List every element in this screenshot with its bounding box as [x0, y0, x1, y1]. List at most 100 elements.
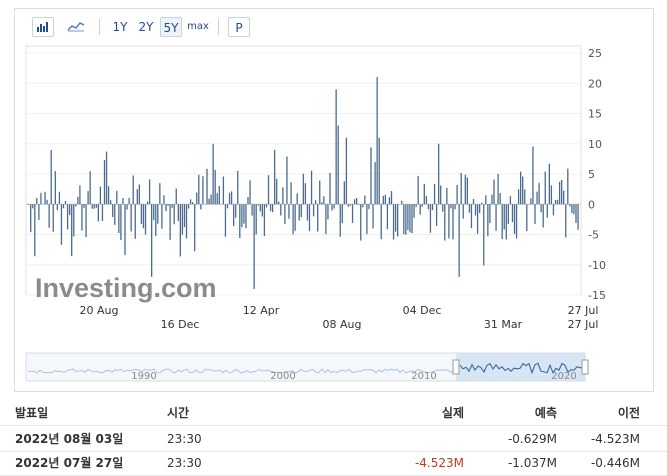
navigator-right-handle[interactable]: [582, 360, 588, 374]
table-row: 2022년 07월 27일 23:30 -4.523M -1.037M -0.4…: [0, 452, 667, 476]
bar: [500, 193, 501, 204]
bar: [258, 204, 259, 205]
bar: [245, 204, 246, 228]
bar: [143, 204, 144, 228]
bar: [157, 204, 158, 224]
bar: [282, 187, 283, 204]
bar: [51, 150, 52, 204]
row-previous: -0.446M: [591, 452, 640, 475]
bar: [92, 204, 93, 208]
bar: [192, 202, 193, 204]
bar: [446, 188, 447, 204]
bar: [53, 204, 54, 232]
x-tick-label: 16 Dec: [161, 318, 200, 331]
watermark: Investing.com: [35, 273, 217, 303]
header-forecast: 예측: [535, 402, 557, 425]
bar: [126, 204, 127, 209]
bar: [116, 191, 117, 205]
bar: [190, 199, 191, 204]
bar: [268, 175, 269, 204]
bar: [514, 204, 515, 234]
header-time: 시간: [167, 402, 189, 425]
bar: [44, 192, 45, 204]
bar: [104, 160, 105, 204]
bar: [176, 189, 177, 205]
bar: [55, 171, 56, 204]
y-tick-label: 15: [588, 108, 602, 121]
bar: [85, 204, 86, 237]
bar: [311, 171, 312, 205]
bar: [38, 204, 39, 220]
table-row: 2022년 08월 03일 23:30 -0.629M -4.523M: [0, 428, 667, 452]
bar: [178, 204, 179, 221]
bar: [555, 200, 556, 204]
bar: [251, 204, 252, 215]
bar: [200, 204, 201, 209]
bar: [504, 204, 505, 229]
bar: [186, 204, 187, 238]
bar: [303, 174, 304, 205]
bar: [471, 204, 472, 228]
bar: [524, 189, 525, 204]
navigator-left-handle[interactable]: [453, 360, 459, 374]
bar: [522, 176, 523, 204]
bar: [436, 204, 437, 226]
bar: [79, 185, 80, 204]
bar: [256, 204, 257, 234]
bar: [40, 193, 41, 204]
bar: [512, 204, 513, 222]
bar: [110, 200, 111, 204]
bar: [463, 204, 464, 218]
bar: [354, 199, 355, 204]
bar: [356, 198, 357, 204]
bar: [350, 204, 351, 205]
row-actual: -4.523M: [415, 452, 464, 475]
bar: [96, 204, 97, 208]
bar: [473, 199, 474, 204]
y-tick-label: 0: [588, 198, 595, 211]
y-tick-label: -5: [588, 229, 599, 242]
bar: [75, 204, 76, 206]
bar: [319, 181, 320, 205]
bar: [506, 204, 507, 239]
bar: [163, 195, 164, 204]
row-forecast: -1.037M: [508, 452, 557, 475]
bar: [196, 192, 197, 204]
bar: [493, 180, 494, 205]
row-date: 2022년 07월 27일: [15, 452, 123, 475]
bar: [518, 189, 519, 204]
bar: [299, 204, 300, 220]
bar: [530, 198, 531, 204]
navigator-year-label: 1990: [131, 371, 156, 382]
bar: [444, 204, 445, 240]
bar: [360, 204, 361, 240]
bar: [274, 150, 275, 204]
bar: [213, 144, 214, 205]
bar: [73, 204, 74, 236]
table-header: 발표일 시간 실제 예측 이전: [0, 402, 667, 426]
bar: [159, 183, 160, 204]
bar: [98, 204, 99, 221]
bar: [188, 204, 189, 208]
bar: [83, 204, 84, 208]
x-tick-label: 27 Jul: [568, 304, 599, 317]
bar: [69, 204, 70, 215]
bar: [133, 175, 134, 204]
bar: [151, 204, 152, 277]
bar: [397, 204, 398, 236]
bar: [510, 196, 511, 204]
bar: [272, 204, 273, 212]
bar: [297, 193, 298, 204]
bar: [149, 179, 150, 204]
bar: [307, 204, 308, 220]
bar: [495, 204, 496, 231]
bar: [63, 204, 64, 208]
bar: [46, 200, 47, 204]
bar: [202, 176, 203, 204]
bar: [379, 138, 380, 205]
bar: [155, 204, 156, 236]
bar: [77, 197, 78, 204]
bar: [184, 204, 185, 227]
